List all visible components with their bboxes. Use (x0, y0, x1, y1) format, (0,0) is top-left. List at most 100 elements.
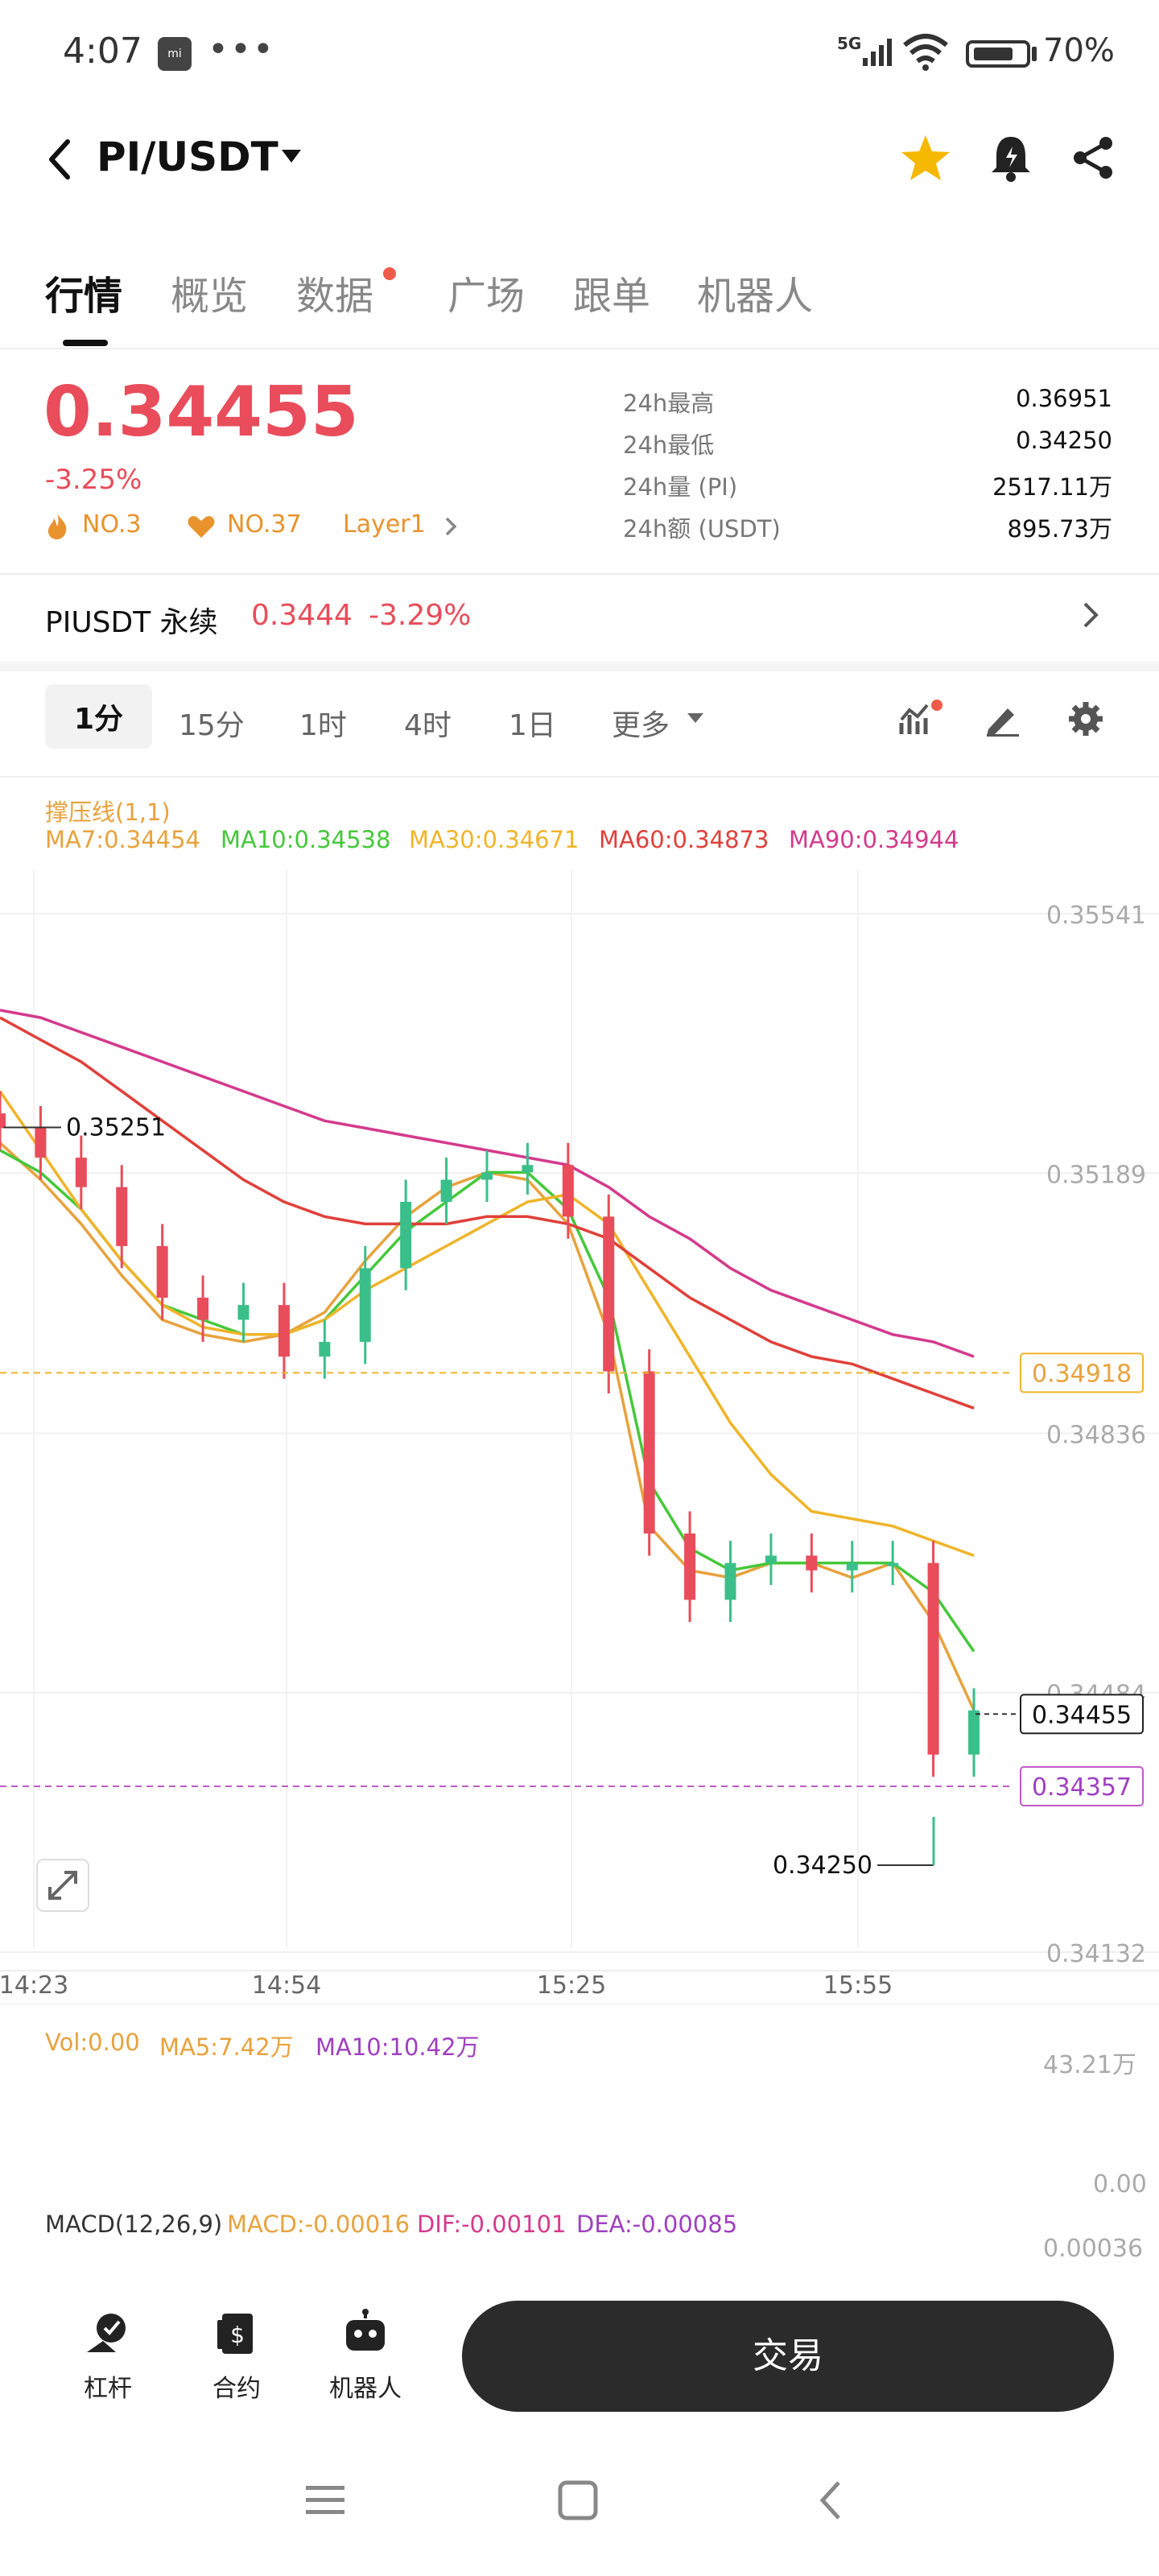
settings-gear-icon[interactable] (1067, 700, 1104, 737)
ma60-legend: MA60:0.34873 (599, 826, 769, 853)
ma30-legend: MA30:0.34671 (409, 826, 580, 853)
candle (75, 1158, 87, 1187)
pair-title[interactable]: PI/USDT (97, 134, 278, 180)
chevron-down-icon[interactable] (687, 713, 703, 723)
y-tick-label: 0.35541 (1046, 902, 1146, 930)
signal-bars-icon (863, 39, 892, 66)
tab-market[interactable]: 行情 (45, 274, 123, 319)
star-icon[interactable] (900, 132, 951, 184)
macd-value-legend: MACD:-0.00016 (227, 2211, 410, 2238)
tab-bot[interactable]: 机器人 (697, 274, 814, 319)
battery-percent: 70% (1043, 32, 1115, 69)
candle (481, 1172, 493, 1180)
stat-label: 24h最高 (623, 390, 715, 417)
chevron-right-icon[interactable] (1079, 599, 1103, 631)
trade-button[interactable]: 交易 (462, 2301, 1114, 2412)
back-icon[interactable] (43, 135, 76, 184)
candle (765, 1555, 777, 1563)
tab-square[interactable]: 广场 (448, 274, 526, 319)
interval-15m[interactable]: 15分 (179, 709, 245, 742)
resistance-label: 0.34357 (1032, 1773, 1132, 1802)
dea-legend: DEA:-0.00085 (576, 2211, 738, 2238)
svg-text:$: $ (230, 2322, 245, 2348)
price-change: -3.25% (45, 464, 142, 496)
system-back-icon[interactable] (815, 2479, 847, 2521)
tab-overview[interactable]: 概览 (171, 274, 249, 319)
candle (156, 1245, 168, 1298)
heart-icon (188, 516, 215, 538)
divider (0, 776, 1159, 778)
draw-icon[interactable] (984, 700, 1021, 737)
chevron-down-icon[interactable] (282, 150, 301, 163)
category-tag[interactable]: Layer1 (343, 510, 426, 539)
candle (0, 1113, 6, 1129)
nav-leverage[interactable]: 杠杆 (60, 2309, 156, 2404)
ma-line-ma7 (0, 1141, 975, 1711)
macd-legend: MACD(12,26,9) (45, 2211, 223, 2238)
resistance-label-box (1020, 1766, 1144, 1807)
candle (278, 1305, 290, 1357)
perp-name[interactable]: PIUSDT 永续 (45, 606, 218, 639)
interval-more[interactable]: 更多 (612, 709, 670, 742)
interval-4h[interactable]: 4时 (404, 709, 452, 742)
interval-1h[interactable]: 1时 (299, 709, 347, 742)
network-type: 5G (837, 34, 862, 53)
y-tick-label: 0.35189 (1046, 1161, 1146, 1189)
dif-legend: DIF:-0.00101 (417, 2211, 567, 2238)
y-tick-label: 0.34836 (1046, 1421, 1146, 1449)
popularity-tag[interactable]: NO.37 (227, 510, 302, 539)
vol-legend: Vol:0.00 (45, 2029, 140, 2056)
share-icon[interactable] (1070, 135, 1116, 180)
battery-icon (966, 40, 1030, 68)
menu-icon[interactable] (304, 2479, 346, 2521)
vol-ma10-legend: MA10:10.42万 (316, 2033, 480, 2061)
candle (927, 1563, 939, 1755)
candle (116, 1187, 128, 1246)
macd-axis-top: 0.00036 (1043, 2235, 1144, 2263)
chevron-right-icon[interactable] (443, 515, 459, 538)
tab-copytrade[interactable]: 跟单 (573, 274, 651, 319)
tab-active-indicator (63, 340, 108, 346)
vol-axis-bottom: 0.00 (1093, 2170, 1147, 2198)
indicator-icon[interactable] (898, 699, 943, 739)
candle (197, 1297, 209, 1320)
perp-price: 0.3444 (251, 599, 353, 632)
x-tick-label: 15:25 (537, 1971, 606, 2000)
candle (603, 1216, 615, 1372)
stat-label: 24h量 (PI) (623, 473, 738, 501)
candle (846, 1563, 858, 1571)
candle (643, 1371, 655, 1534)
nav-contract[interactable]: $ 合约 (188, 2309, 285, 2404)
candle (806, 1555, 818, 1571)
nav-robot[interactable]: 机器人 (317, 2309, 414, 2404)
rank-tag[interactable]: NO.3 (82, 510, 142, 539)
price-chart[interactable]: 0.355410.351890.348360.344840.3413214:23… (0, 869, 1159, 2004)
interval-1m[interactable]: 1分 (45, 684, 153, 749)
vol-axis-top: 43.21万 (1043, 2051, 1136, 2079)
low-callout: 0.34250 (773, 1852, 872, 1880)
home-icon[interactable] (557, 2479, 599, 2521)
support-label: 0.34918 (1032, 1360, 1132, 1388)
divider (0, 573, 1159, 575)
tab-data[interactable]: 数据 (296, 274, 374, 319)
interval-1d[interactable]: 1日 (509, 709, 556, 742)
more-notifications-icon: ••• (208, 29, 275, 70)
candle (440, 1179, 452, 1202)
x-tick-label: 14:23 (0, 1971, 68, 2000)
contract-icon: $ (217, 2314, 253, 2354)
candle (35, 1128, 47, 1158)
bell-icon[interactable] (988, 132, 1033, 184)
candle (522, 1165, 534, 1173)
candle (400, 1201, 412, 1269)
divider (0, 348, 1159, 349)
ma10-legend: MA10:0.34538 (221, 826, 391, 853)
nav-label: 合约 (212, 2375, 261, 2403)
stat-label: 24h最低 (623, 431, 715, 459)
fire-icon (47, 514, 67, 539)
vol-ma5-legend: MA5:7.42万 (159, 2033, 294, 2061)
candle (319, 1341, 331, 1357)
candle (724, 1563, 736, 1600)
candle (887, 1563, 899, 1567)
battery-tip (1032, 47, 1037, 61)
support-label-box (1020, 1352, 1144, 1393)
